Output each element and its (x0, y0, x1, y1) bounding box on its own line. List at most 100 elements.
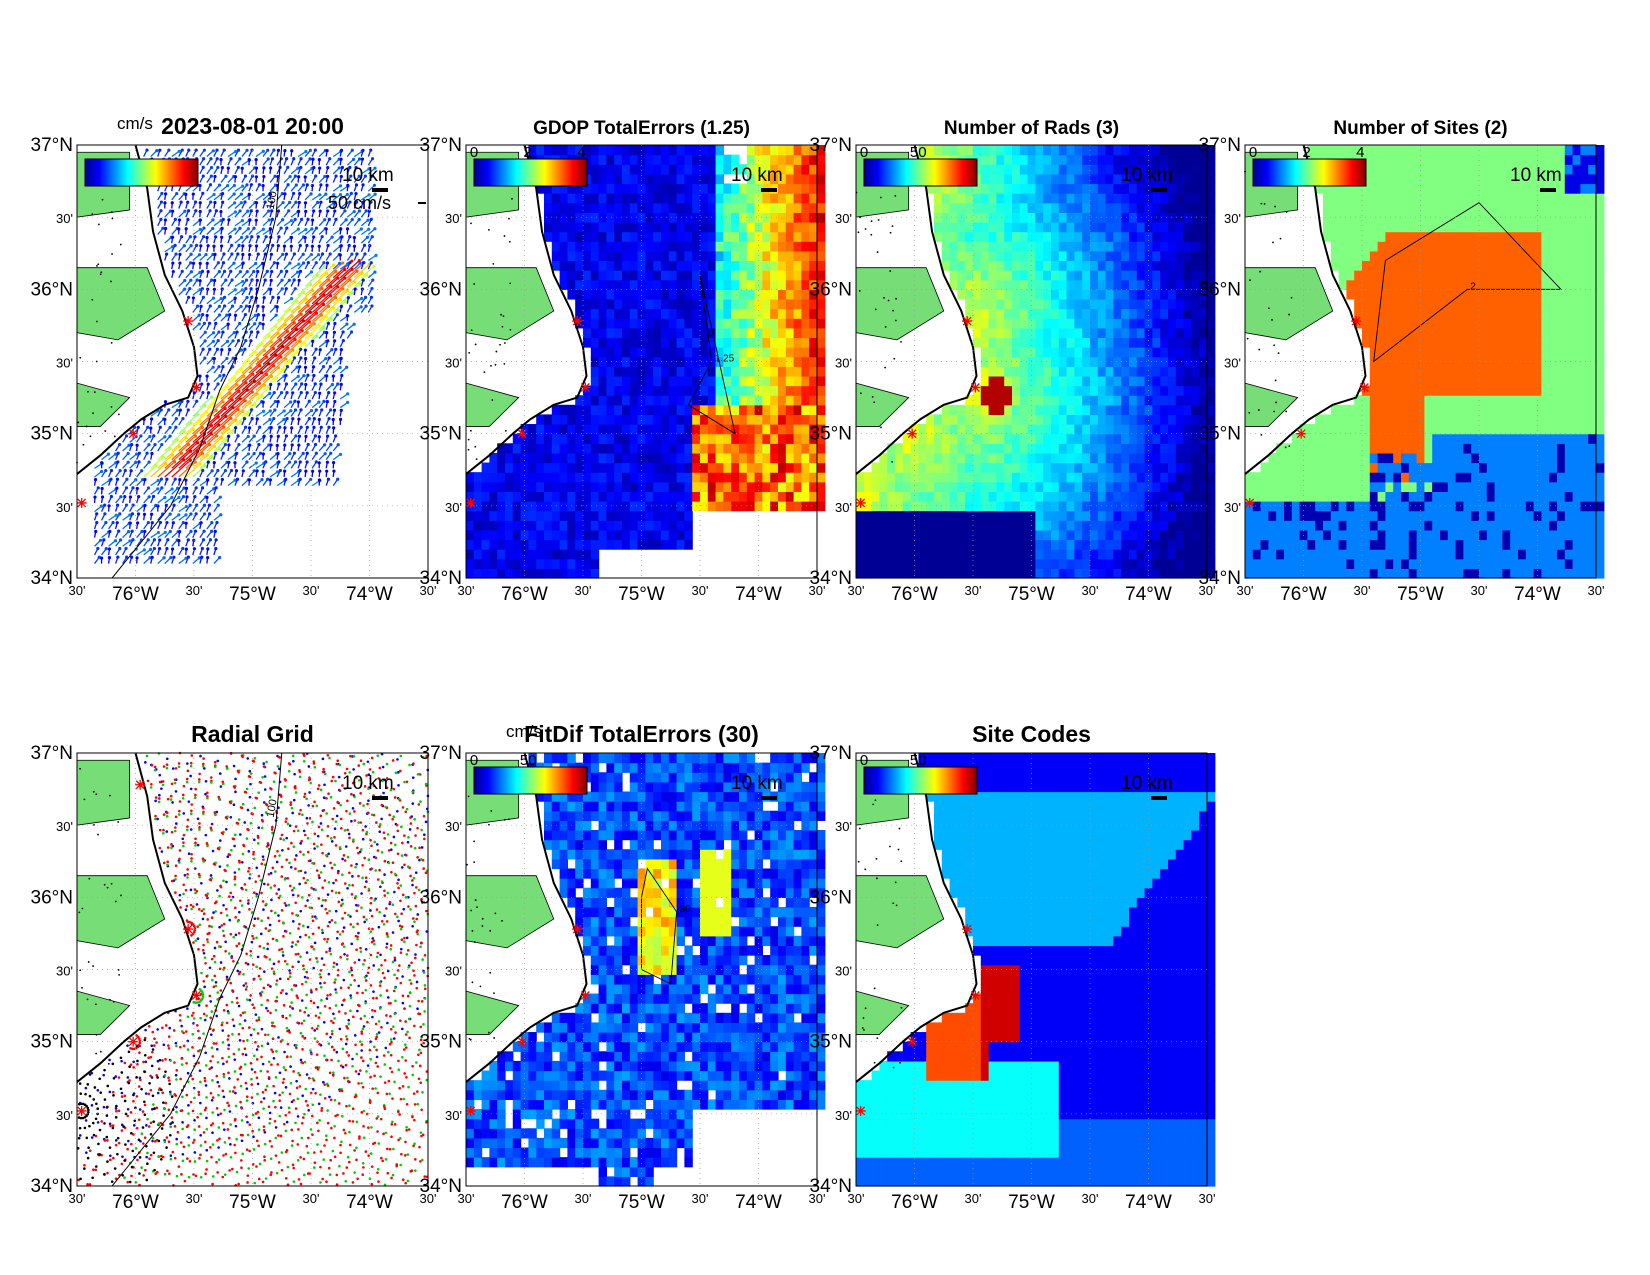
grid-cell (1035, 318, 1044, 329)
current-vector-head (279, 391, 284, 395)
current-vector-head (325, 399, 329, 404)
grid-cell (481, 529, 490, 541)
grid-cell (661, 173, 670, 185)
current-vector-head (311, 157, 315, 161)
current-vector (192, 405, 206, 417)
grid-cell (1019, 491, 1029, 502)
grid-cell (715, 202, 724, 213)
grid-cell (1004, 183, 1013, 194)
grid-cell (598, 462, 607, 473)
grid-cell (723, 366, 732, 377)
current-vector-head (261, 192, 265, 197)
current-vector-head (227, 460, 231, 464)
grid-cell (949, 414, 958, 425)
current-vector-head (345, 192, 349, 197)
current-vector-head (261, 322, 265, 326)
current-vector (199, 456, 213, 469)
grid-cell (684, 298, 693, 310)
grid-cell (700, 183, 709, 194)
current-vector-head (126, 529, 131, 534)
current-vector-head (183, 287, 187, 291)
grid-cell (801, 308, 810, 319)
grid-cell (598, 510, 607, 521)
current-vector-head (343, 209, 347, 213)
grid-cell (536, 145, 545, 156)
current-vector-head (302, 374, 306, 378)
grid-cell (1035, 202, 1044, 213)
current-vector-head (250, 174, 255, 178)
grid-cell (1035, 337, 1044, 348)
grid-cell (778, 212, 787, 223)
grid-cell (1035, 520, 1044, 531)
current-vector-head (296, 166, 300, 170)
current-vector-head (293, 399, 297, 403)
grid-cell (629, 221, 639, 233)
current-vector (276, 360, 292, 374)
current-vector-head (212, 192, 216, 197)
current-vector-head (181, 546, 185, 551)
grid-cell (567, 539, 576, 550)
island-dot (93, 391, 96, 394)
current-vector (192, 465, 206, 478)
grid-cell (762, 472, 771, 483)
current-vector-head (280, 192, 284, 196)
grid-cell (676, 510, 685, 521)
grid-cell (668, 501, 678, 512)
current-vector-head (331, 263, 336, 267)
current-vector-head (311, 339, 315, 343)
grid-cell (1019, 241, 1029, 252)
current-vector-head (202, 321, 207, 325)
scale-bar-label: 10 km (731, 165, 783, 186)
grid-cell (988, 356, 997, 367)
current-vector-head (173, 477, 177, 481)
grid-cell (770, 164, 779, 175)
grid-cell (559, 462, 568, 473)
grid-cell (567, 462, 576, 473)
current-vector-head (212, 460, 216, 465)
current-vector-head (247, 478, 251, 482)
current-vector (192, 411, 208, 426)
grid-cell (988, 327, 997, 339)
grid-cell (1051, 510, 1060, 521)
grid-cell (1004, 452, 1013, 464)
grid-cell (598, 356, 607, 367)
grid-cell (1043, 375, 1052, 387)
grid-cell (567, 270, 576, 281)
current-vector-head (268, 478, 272, 482)
current-vector-head (293, 408, 298, 412)
grid-cell (754, 279, 763, 290)
grid-cell (973, 481, 982, 492)
current-vector-head (137, 495, 141, 499)
grid-cell (684, 318, 693, 329)
grid-cell (918, 433, 927, 444)
grid-cell (1019, 164, 1029, 175)
current-vector-head (254, 244, 259, 248)
current-vector-head (135, 443, 139, 447)
grid-cell (575, 221, 584, 233)
grid-cell (739, 375, 748, 387)
current-vector-head (111, 520, 115, 525)
current-vector (220, 384, 238, 400)
grid-cell (614, 375, 623, 387)
grid-cell (746, 414, 756, 425)
grid-cell (801, 270, 810, 281)
current-vector-head (228, 347, 232, 352)
current-vector-head (231, 356, 235, 360)
current-vector-head (189, 529, 193, 533)
grid-cell (692, 472, 701, 483)
grid-cell (778, 395, 787, 406)
current-vector-head (327, 217, 331, 221)
current-vector-head (307, 416, 311, 421)
grid-cell (785, 462, 795, 473)
current-vector (297, 283, 312, 296)
grid-cell (598, 491, 607, 502)
current-vector-head (338, 184, 343, 188)
current-vector-head (359, 227, 363, 231)
grid-cell (1019, 154, 1029, 165)
grid-cell (692, 183, 701, 194)
grid-cell (583, 472, 592, 483)
current-vector-head (163, 530, 167, 534)
grid-cell (497, 520, 506, 531)
grid-cell (481, 539, 490, 550)
current-vector-head (339, 382, 343, 386)
